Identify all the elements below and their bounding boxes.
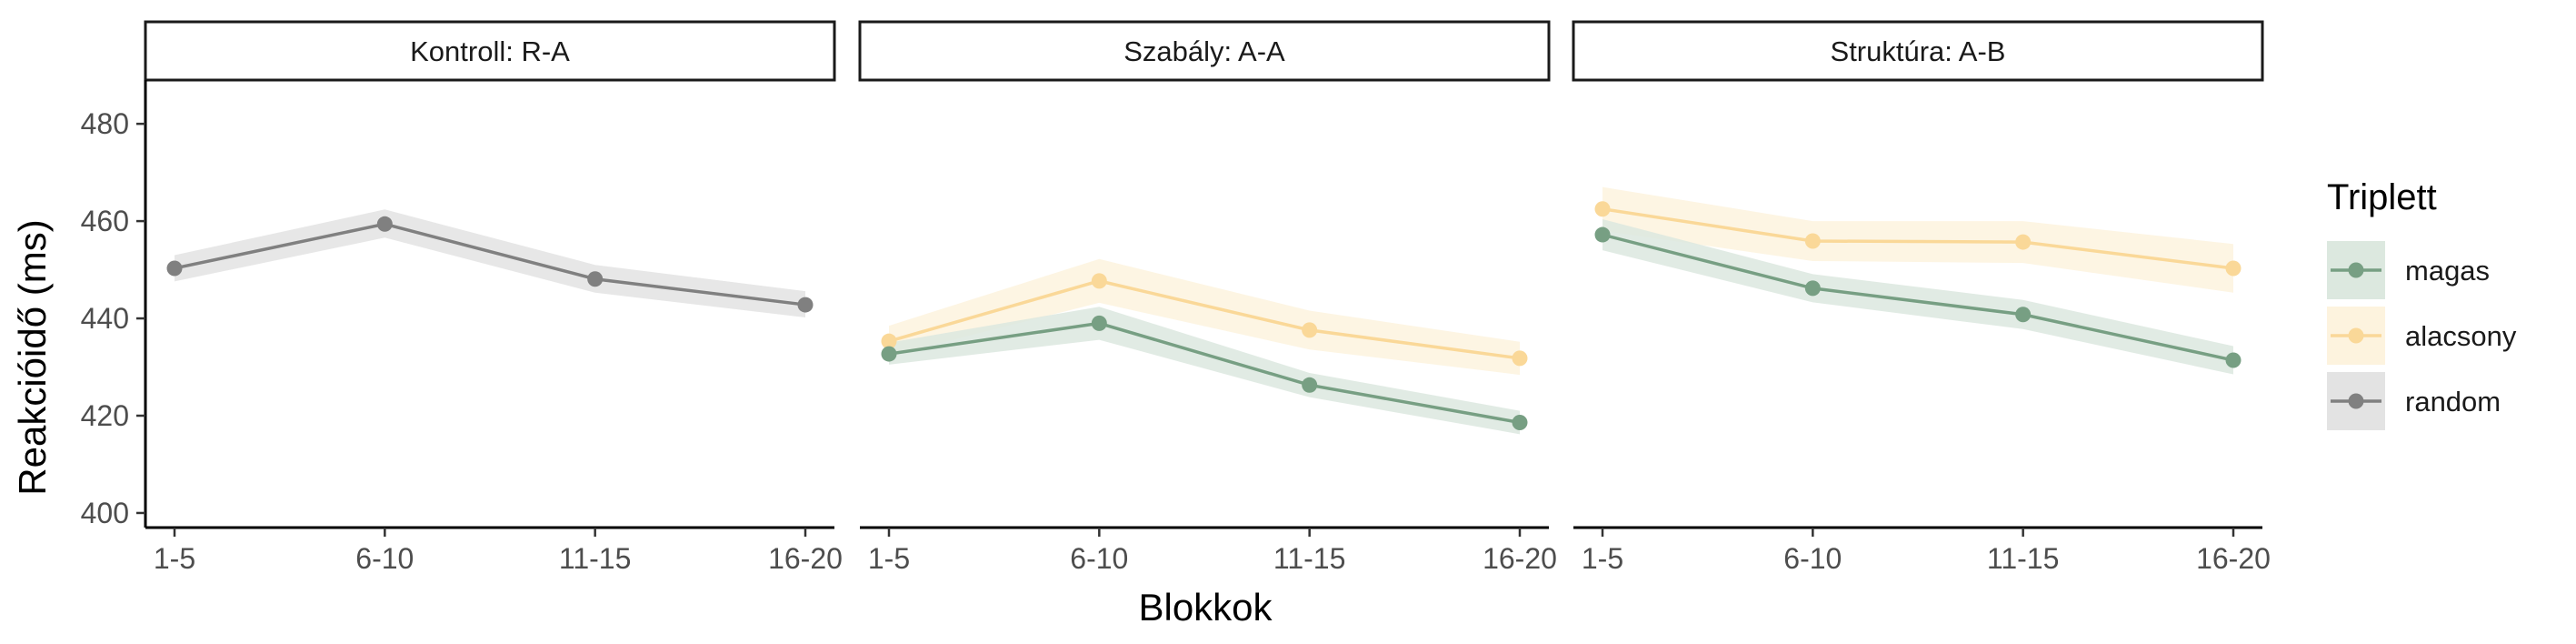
alacsony-series-line (1602, 206, 2234, 270)
alacsony-point (1091, 273, 1107, 289)
y-tick-label: 420 (81, 399, 129, 432)
random-series-line (174, 222, 806, 307)
magas-point (1091, 315, 1107, 331)
legend-key-point (2348, 327, 2364, 344)
magas-point (1804, 280, 1821, 297)
x-tick-label: 16-20 (1483, 542, 1557, 575)
x-tick-label: 1-5 (868, 542, 910, 575)
alacsony-point (1594, 201, 1611, 217)
legend-label-alacsony: alacsony (2405, 320, 2517, 352)
facet-title: Szabály: A-A (1123, 35, 1285, 67)
x-tick-label: 6-10 (1070, 542, 1128, 575)
y-tick-label: 400 (81, 497, 129, 529)
legend-label-random: random (2405, 386, 2501, 418)
magas-series-line (1602, 233, 2234, 362)
magas-point (1302, 377, 1318, 393)
facet-title: Struktúra: A-B (1831, 35, 2006, 67)
y-tick-label: 440 (81, 302, 129, 335)
x-tick-label: 1-5 (154, 542, 195, 575)
alacsony-ci-band (889, 258, 1520, 376)
alacsony-series-line (888, 279, 1521, 360)
legend: Triplett magas alacsony random (2327, 177, 2517, 430)
x-tick-label: 1-5 (1582, 542, 1623, 575)
alacsony-point (1302, 322, 1318, 338)
facet-strip (858, 20, 1551, 82)
y-tick-label: 460 (81, 205, 129, 237)
x-tick-label: 6-10 (355, 542, 414, 575)
x-axis-title: Blokkok (1138, 586, 1273, 629)
random-point (166, 260, 183, 277)
magas-series-line (888, 321, 1521, 425)
random-point (587, 271, 604, 287)
facet-strip (1572, 20, 2264, 82)
legend-key-point (2348, 262, 2364, 278)
x-tick-label: 16-20 (2196, 542, 2271, 575)
y-tick-label: 480 (81, 107, 129, 140)
alacsony-ci-band (1603, 186, 2233, 293)
legend-title: Triplett (2327, 177, 2437, 217)
magas-point (2015, 307, 2032, 323)
legend-item-alacsony: alacsony (2327, 307, 2517, 365)
magas-point (2225, 352, 2242, 368)
facet-strip (144, 20, 836, 82)
magas-point (1594, 226, 1611, 243)
magas-point (881, 346, 897, 362)
legend-label-magas: magas (2405, 255, 2490, 287)
magas-ci-band (889, 307, 1520, 435)
legend-item-magas: magas (2327, 241, 2490, 299)
panel-3: Struktúra: A-B 1-5 6-10 11-15 16-20 (1572, 20, 2271, 575)
alacsony-point (1512, 350, 1528, 367)
magas-point (1512, 414, 1528, 430)
y-axis: 400 420 440 460 480 (81, 80, 147, 529)
y-axis-title: Reakcióidő (ms) (11, 219, 54, 495)
x-tick-label: 11-15 (1273, 542, 1345, 575)
alacsony-point (2225, 260, 2242, 277)
random-point (797, 297, 814, 313)
alacsony-point (2015, 234, 2032, 250)
x-tick-label: 16-20 (768, 542, 843, 575)
magas-ci-band (1603, 218, 2233, 375)
legend-key-point (2348, 393, 2364, 409)
x-tick-label: 6-10 (1783, 542, 1842, 575)
alacsony-point (881, 333, 897, 349)
panel-2: Szabály: A-A 1-5 6-10 11-15 16-20 (858, 20, 1557, 575)
x-tick-label: 11-15 (1987, 542, 2059, 575)
random-point (376, 216, 393, 232)
panel-1: Kontroll: R-A 1-5 6-10 11-15 16-20 (144, 20, 843, 575)
legend-item-random: random (2327, 372, 2501, 430)
facet-title: Kontroll: R-A (410, 35, 570, 67)
alacsony-point (1804, 233, 1821, 249)
x-tick-label: 11-15 (559, 542, 631, 575)
